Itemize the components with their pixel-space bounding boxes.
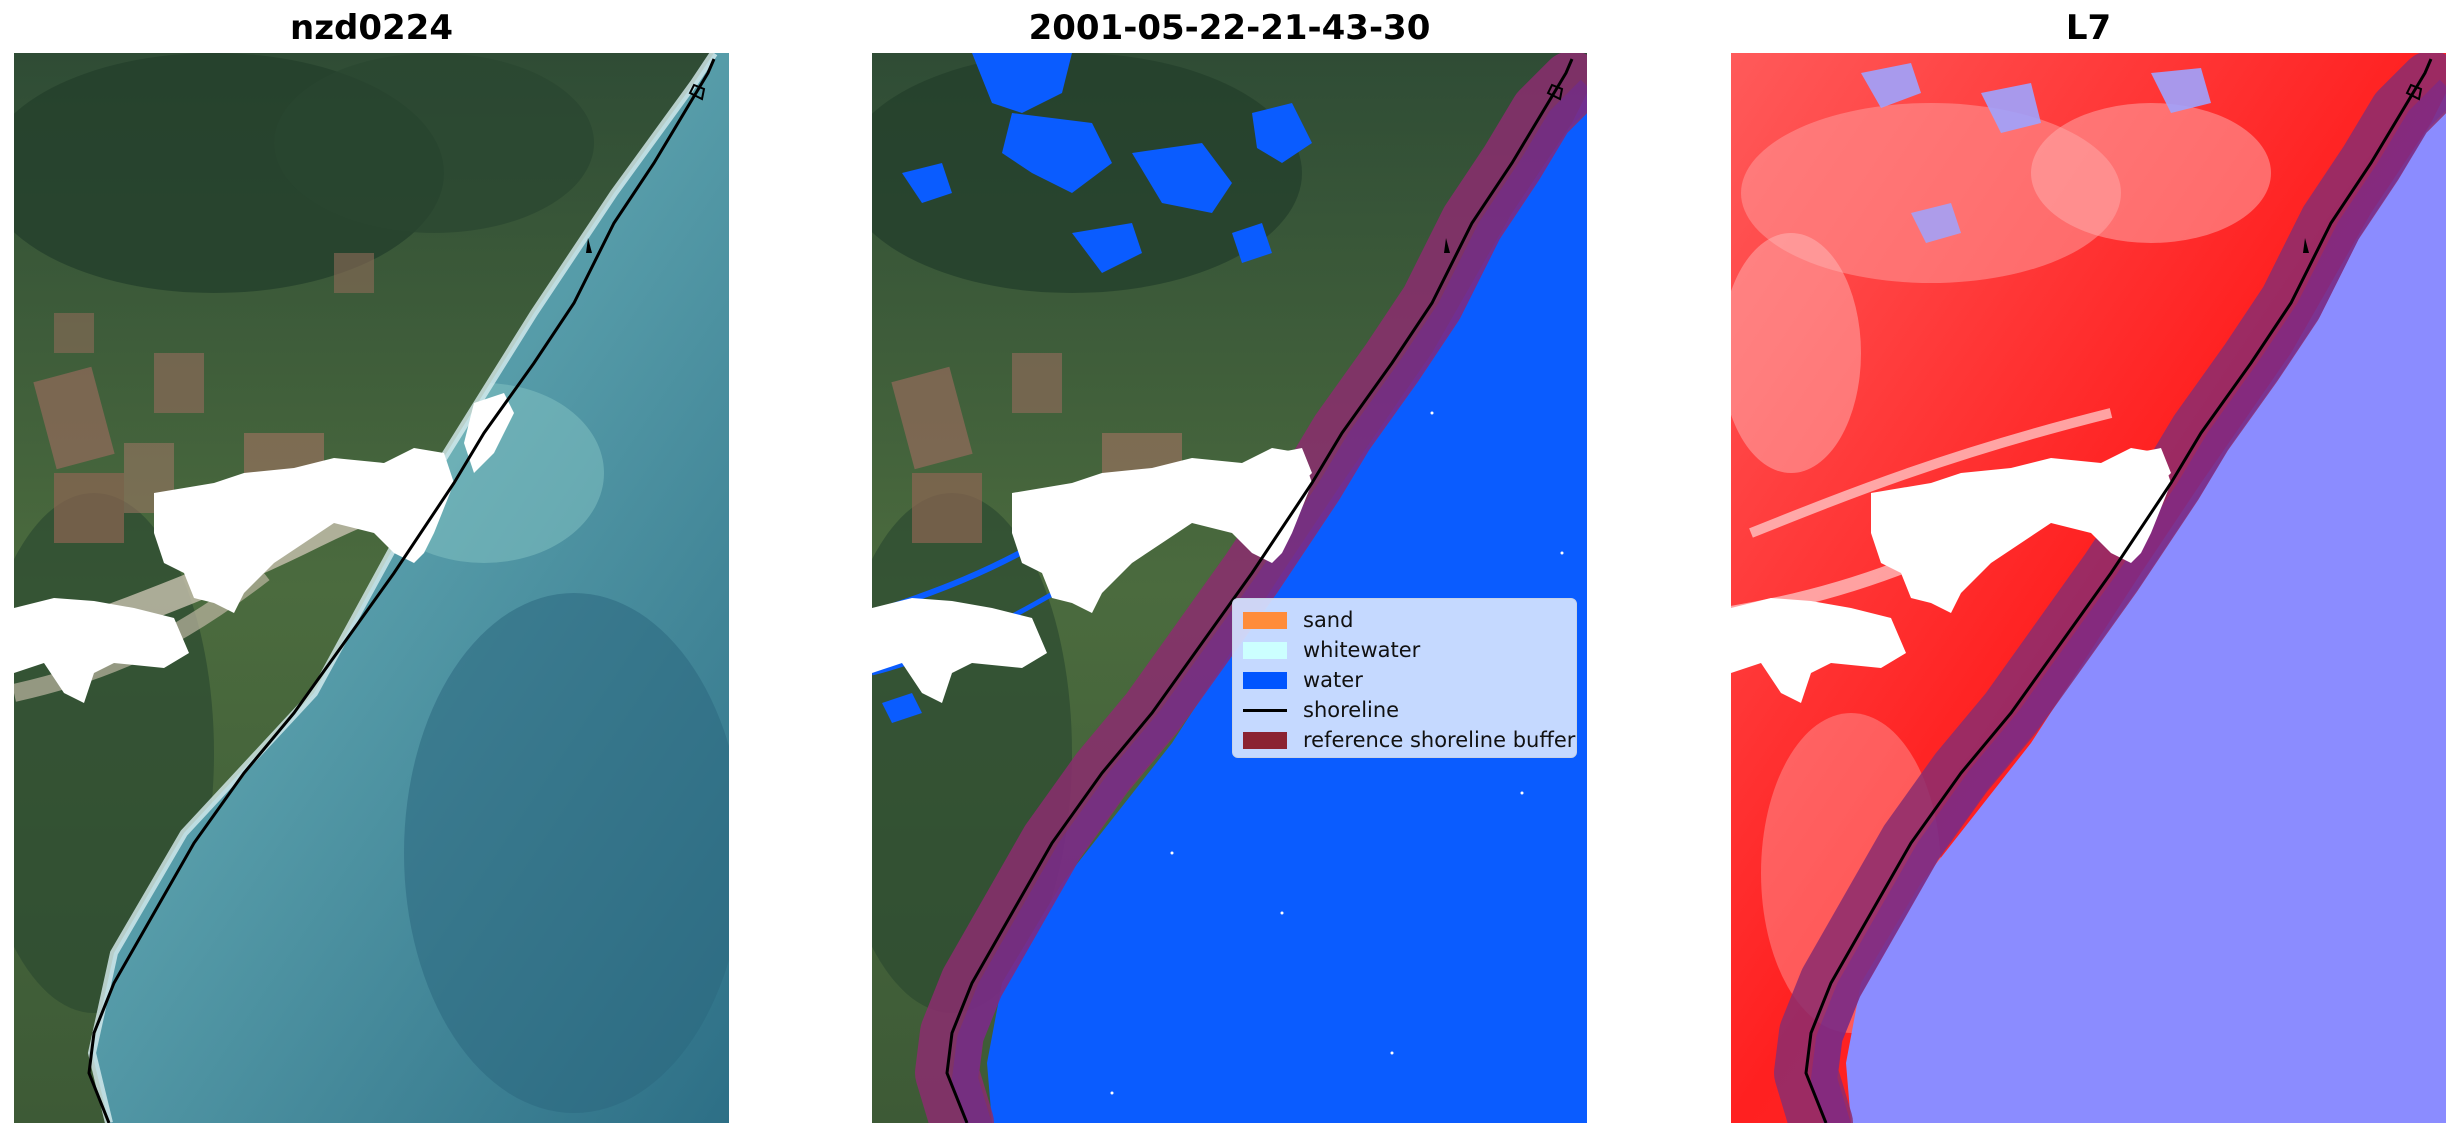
legend-item-whitewater: whitewater xyxy=(1243,635,1566,665)
legend-swatch-buffer xyxy=(1243,731,1287,749)
legend-line-shoreline xyxy=(1243,708,1287,712)
legend-item-buffer: reference shoreline buffer xyxy=(1243,725,1575,755)
legend-swatch-sand xyxy=(1243,611,1287,629)
legend-item-shoreline: shoreline xyxy=(1243,695,1566,725)
legend-label: sand xyxy=(1303,608,1354,632)
legend-label: shoreline xyxy=(1303,698,1400,722)
legend-label: whitewater xyxy=(1303,638,1421,662)
legend-item-sand: sand xyxy=(1243,605,1566,635)
classified-image xyxy=(872,53,1587,1123)
legend-label: water xyxy=(1303,668,1363,692)
legend: sand whitewater water shoreline referenc… xyxy=(1232,598,1577,758)
legend-label: reference shoreline buffer xyxy=(1303,728,1576,752)
legend-item-water: water xyxy=(1243,665,1566,695)
legend-swatch-whitewater xyxy=(1243,641,1287,659)
panel-title-rgb: nzd0224 xyxy=(290,8,453,48)
panel-title-index: L7 xyxy=(2065,8,2112,48)
index-image xyxy=(1731,53,2446,1123)
legend-swatch-water xyxy=(1243,671,1287,689)
rgb-satellite-image xyxy=(14,53,729,1123)
panel-title-classified: 2001-05-22-21-43-30 xyxy=(1028,8,1431,48)
